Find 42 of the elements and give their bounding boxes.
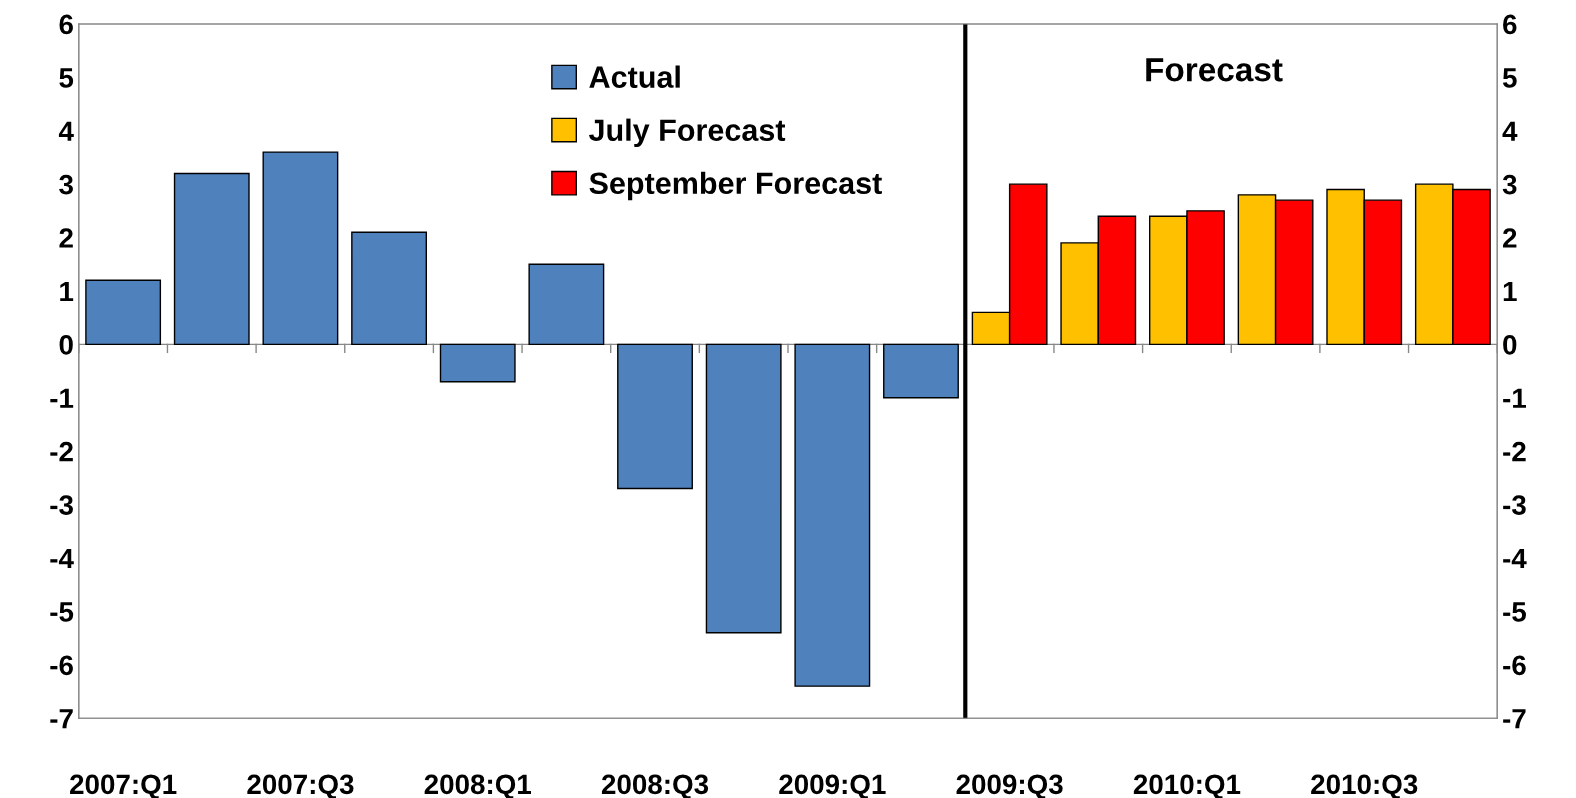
y-tick-label: -5 (50, 602, 74, 622)
bar (794, 343, 871, 687)
bar (528, 263, 605, 346)
y2-tick-label: 1 (1503, 281, 1517, 302)
y2-tick-label: 0 (1503, 335, 1517, 355)
y-tick-label: 3 (59, 174, 73, 195)
bar (617, 343, 693, 490)
y-tick-label: 5 (59, 68, 74, 88)
y2-tick-label: -1 (1503, 388, 1526, 408)
y-tick-label: 0 (59, 335, 73, 355)
y2-tick-label: -5 (1503, 602, 1526, 622)
legend-label: July Forecast (588, 118, 786, 148)
y-tick-label: -3 (50, 495, 73, 515)
y-tick-label: -2 (50, 441, 73, 462)
bar (85, 279, 162, 346)
bar (351, 231, 428, 346)
y-tick-label: -6 (50, 655, 73, 676)
bar (262, 151, 339, 346)
bar (173, 172, 250, 346)
y-tick-label: -1 (50, 388, 74, 408)
legend-label: Actual (589, 65, 680, 88)
y-tick-label: 6 (59, 14, 73, 35)
y-tick-label: -4 (50, 548, 74, 569)
y2-tick-label: 4 (1502, 121, 1518, 141)
y2-tick-label: 5 (1502, 68, 1517, 88)
y2-tick-label: 2 (1503, 228, 1517, 248)
legend-label: September Forecast (589, 171, 882, 201)
bar (883, 343, 959, 399)
annotation: Forecast (1146, 58, 1283, 82)
y2-tick-label: 6 (1503, 14, 1517, 35)
y2-tick-label: -6 (1503, 655, 1526, 676)
y2-tick-label: -7 (1503, 709, 1526, 729)
y-tick-label: 2 (59, 228, 73, 248)
y-tick-label: 1 (60, 281, 74, 302)
y-tick-label: -7 (50, 709, 73, 729)
y2-tick-label: -2 (1503, 441, 1526, 462)
y2-tick-label: -4 (1503, 548, 1527, 569)
bar (705, 343, 782, 634)
y2-tick-label: -3 (1503, 495, 1526, 515)
bar (439, 343, 516, 383)
y2-tick-label: 3 (1502, 174, 1517, 195)
y-tick-label: 4 (58, 121, 74, 141)
